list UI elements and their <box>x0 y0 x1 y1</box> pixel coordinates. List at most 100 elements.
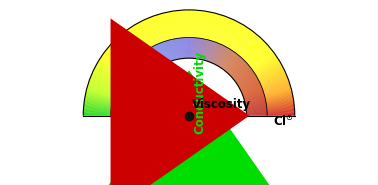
Wedge shape <box>214 45 223 64</box>
Wedge shape <box>84 109 111 111</box>
Wedge shape <box>128 29 144 52</box>
Wedge shape <box>160 14 168 40</box>
Wedge shape <box>267 112 295 113</box>
Wedge shape <box>251 52 274 69</box>
Wedge shape <box>265 94 293 100</box>
Wedge shape <box>188 38 189 58</box>
Wedge shape <box>83 114 111 115</box>
Wedge shape <box>248 46 269 64</box>
Wedge shape <box>136 58 150 73</box>
Wedge shape <box>223 20 235 46</box>
Wedge shape <box>229 60 244 75</box>
Wedge shape <box>83 111 111 113</box>
Wedge shape <box>195 10 197 38</box>
Wedge shape <box>177 38 181 59</box>
Wedge shape <box>191 38 193 58</box>
Wedge shape <box>111 111 132 112</box>
Wedge shape <box>98 62 122 76</box>
Wedge shape <box>84 107 111 110</box>
Wedge shape <box>118 37 137 58</box>
Wedge shape <box>261 74 287 85</box>
Wedge shape <box>151 47 162 65</box>
Wedge shape <box>225 21 238 46</box>
Wedge shape <box>246 111 267 112</box>
Wedge shape <box>163 42 170 61</box>
Wedge shape <box>199 39 204 59</box>
Wedge shape <box>121 76 139 87</box>
Wedge shape <box>267 106 294 109</box>
Wedge shape <box>115 91 135 98</box>
Wedge shape <box>239 78 257 88</box>
Wedge shape <box>213 44 222 63</box>
Wedge shape <box>160 14 168 41</box>
Wedge shape <box>267 114 295 115</box>
Wedge shape <box>210 14 218 40</box>
Wedge shape <box>155 15 164 42</box>
Wedge shape <box>267 110 294 112</box>
Wedge shape <box>253 55 276 71</box>
Wedge shape <box>220 18 231 44</box>
Wedge shape <box>241 36 260 57</box>
Wedge shape <box>83 112 111 113</box>
Wedge shape <box>124 72 141 84</box>
Wedge shape <box>242 86 262 95</box>
Wedge shape <box>225 54 238 71</box>
Wedge shape <box>87 88 114 96</box>
Wedge shape <box>84 107 111 110</box>
Wedge shape <box>138 23 152 47</box>
Wedge shape <box>84 102 112 106</box>
Wedge shape <box>232 64 248 78</box>
Wedge shape <box>161 42 169 62</box>
Wedge shape <box>244 93 264 100</box>
Wedge shape <box>267 104 294 108</box>
Wedge shape <box>137 57 151 73</box>
Wedge shape <box>84 106 111 109</box>
Wedge shape <box>118 83 136 92</box>
Wedge shape <box>258 66 283 80</box>
Wedge shape <box>260 71 285 83</box>
Wedge shape <box>198 38 202 59</box>
Wedge shape <box>163 13 170 40</box>
Wedge shape <box>121 77 139 88</box>
Wedge shape <box>176 38 180 59</box>
Wedge shape <box>231 26 246 50</box>
Wedge shape <box>249 48 271 66</box>
Wedge shape <box>122 74 140 86</box>
Wedge shape <box>98 60 122 75</box>
Wedge shape <box>240 79 259 89</box>
Wedge shape <box>114 93 134 100</box>
Wedge shape <box>266 101 294 105</box>
Wedge shape <box>139 55 153 71</box>
Wedge shape <box>228 24 242 48</box>
Wedge shape <box>113 99 133 104</box>
Wedge shape <box>209 14 217 40</box>
Wedge shape <box>215 46 225 65</box>
Wedge shape <box>266 102 294 106</box>
Wedge shape <box>246 102 266 106</box>
Wedge shape <box>111 108 132 111</box>
Wedge shape <box>244 40 264 60</box>
Wedge shape <box>257 65 282 78</box>
Wedge shape <box>111 114 132 115</box>
Wedge shape <box>135 59 149 74</box>
Wedge shape <box>102 55 125 71</box>
Wedge shape <box>234 30 251 52</box>
Wedge shape <box>105 51 127 68</box>
Wedge shape <box>223 53 236 70</box>
Wedge shape <box>224 54 237 70</box>
Wedge shape <box>86 91 113 98</box>
Wedge shape <box>160 43 168 62</box>
Wedge shape <box>142 53 155 70</box>
Wedge shape <box>136 23 151 48</box>
Wedge shape <box>207 13 214 40</box>
Wedge shape <box>92 73 118 85</box>
Wedge shape <box>236 70 253 83</box>
Wedge shape <box>112 101 133 105</box>
Wedge shape <box>220 50 231 67</box>
Wedge shape <box>238 74 256 86</box>
Wedge shape <box>219 49 230 67</box>
Wedge shape <box>112 104 132 107</box>
Wedge shape <box>85 92 113 99</box>
Wedge shape <box>206 41 213 61</box>
Wedge shape <box>227 23 242 48</box>
